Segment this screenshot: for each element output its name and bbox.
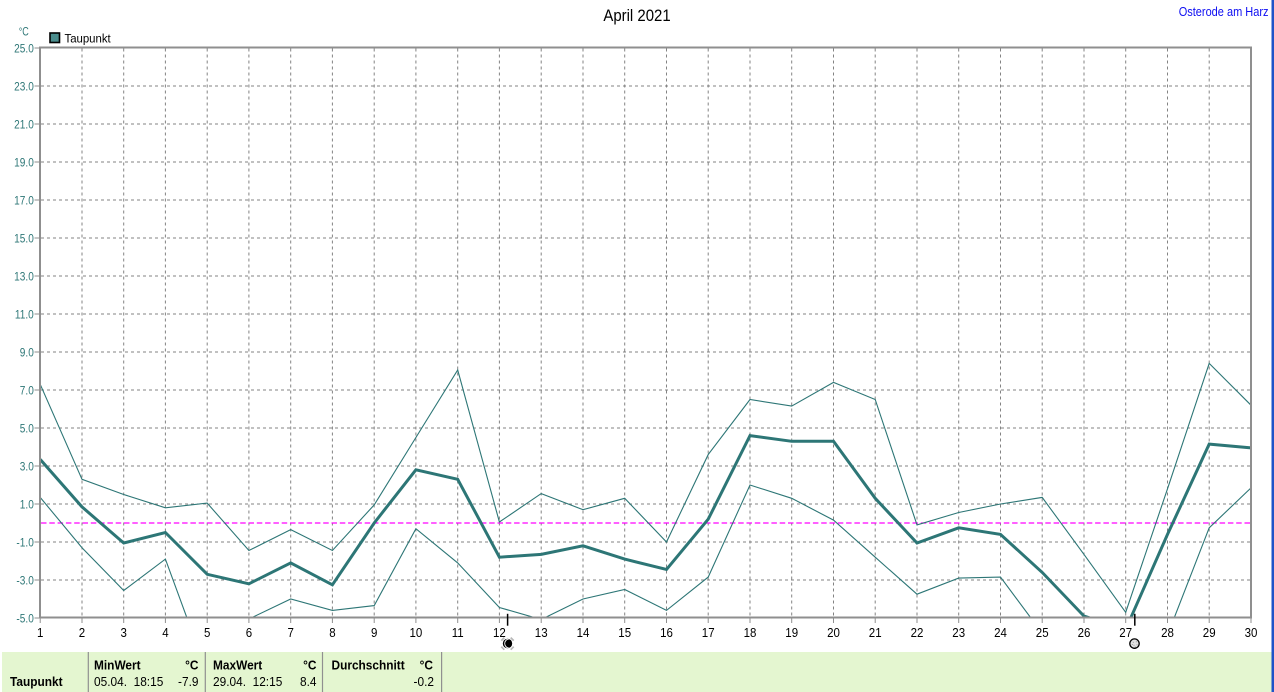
svg-text:°C: °C <box>185 658 199 672</box>
svg-text:15: 15 <box>618 626 631 641</box>
svg-text:11.0: 11.0 <box>15 309 34 322</box>
svg-text:20: 20 <box>827 626 840 641</box>
svg-text:29.04. 12:15: 29.04. 12:15 <box>213 675 283 689</box>
svg-text:28: 28 <box>1161 626 1174 641</box>
svg-text:-7.9: -7.9 <box>178 675 199 689</box>
svg-text:°C: °C <box>303 658 317 672</box>
svg-text:15.0: 15.0 <box>14 233 34 246</box>
svg-text:9.0: 9.0 <box>20 347 34 360</box>
svg-text:19: 19 <box>785 626 798 641</box>
svg-text:25: 25 <box>1036 626 1049 641</box>
svg-text:27: 27 <box>1119 626 1132 641</box>
svg-text:°C: °C <box>420 658 434 672</box>
svg-text:8.4: 8.4 <box>300 675 317 689</box>
svg-text:Osterode am Harz: Osterode am Harz <box>1179 5 1269 19</box>
svg-text:7.0: 7.0 <box>20 385 34 398</box>
svg-text:22: 22 <box>911 626 924 641</box>
svg-text:25.0: 25.0 <box>14 43 34 56</box>
svg-text:21: 21 <box>869 626 882 641</box>
svg-text:-1.0: -1.0 <box>16 537 33 550</box>
svg-text:29: 29 <box>1203 626 1216 641</box>
svg-text:10: 10 <box>410 626 423 641</box>
svg-text:MinWert: MinWert <box>94 658 141 672</box>
svg-text:Taupunkt: Taupunkt <box>65 32 112 45</box>
svg-text:Durchschnitt: Durchschnitt <box>332 658 405 672</box>
svg-text:24: 24 <box>994 626 1007 641</box>
svg-text:11: 11 <box>452 626 464 641</box>
svg-text:17: 17 <box>702 626 715 641</box>
svg-text:21.0: 21.0 <box>14 119 34 132</box>
svg-text:3: 3 <box>120 626 127 641</box>
svg-text:2: 2 <box>79 626 86 641</box>
svg-text:05.04. 18:15: 05.04. 18:15 <box>94 675 164 689</box>
svg-text:30: 30 <box>1245 626 1258 641</box>
svg-text:-3.0: -3.0 <box>16 575 33 588</box>
svg-text:19.0: 19.0 <box>14 157 34 170</box>
svg-text:17.0: 17.0 <box>14 195 34 208</box>
svg-text:23.0: 23.0 <box>14 81 34 94</box>
svg-text:13.0: 13.0 <box>14 271 34 284</box>
svg-text:7: 7 <box>287 626 294 641</box>
svg-text:Taupunkt: Taupunkt <box>10 675 63 689</box>
svg-text:8: 8 <box>329 626 336 641</box>
svg-text:1: 1 <box>37 626 44 641</box>
svg-text:5.0: 5.0 <box>20 423 34 436</box>
svg-text:3.0: 3.0 <box>20 461 34 474</box>
svg-text:9: 9 <box>371 626 378 641</box>
svg-text:12: 12 <box>493 626 506 641</box>
svg-text:13: 13 <box>535 626 548 641</box>
svg-text:MaxWert: MaxWert <box>213 658 262 672</box>
svg-text:-5.0: -5.0 <box>16 613 33 626</box>
svg-text:16: 16 <box>660 626 673 641</box>
svg-text:4: 4 <box>162 626 169 641</box>
svg-text:18: 18 <box>744 626 757 641</box>
svg-text:26: 26 <box>1078 626 1091 641</box>
svg-text:6: 6 <box>246 626 253 641</box>
svg-text:23: 23 <box>952 626 965 641</box>
svg-text:April 2021: April 2021 <box>603 7 670 25</box>
svg-text:5: 5 <box>204 626 211 641</box>
svg-text:-0.2: -0.2 <box>414 675 435 689</box>
svg-text:14: 14 <box>577 626 590 641</box>
svg-text:°C: °C <box>19 25 29 39</box>
svg-text:1.0: 1.0 <box>20 499 34 512</box>
